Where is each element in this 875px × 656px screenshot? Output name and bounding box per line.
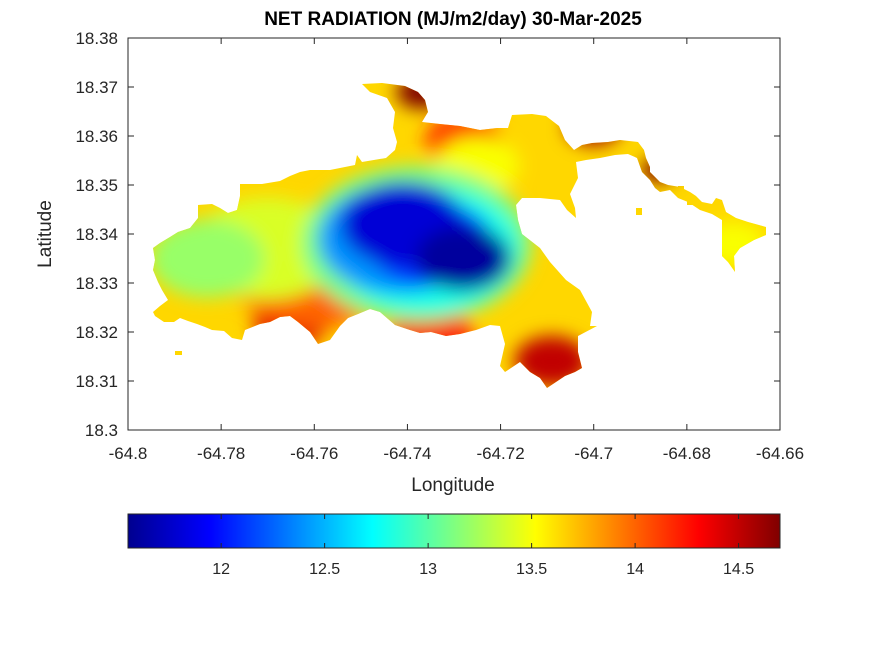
colorbar-tick-label: 13 [419,561,437,578]
x-axis: -64.8 -64.78 -64.76 -64.74 -64.72 -64.7 -64.68… [109,38,804,463]
y-tick-label: 18.32 [75,323,118,342]
heat-region [153,219,265,298]
colorbar-ticks: 12 12.5 13 13.5 14 14.5 [212,514,754,578]
colorbar [127,513,781,549]
colorbar-tick-label: 14.5 [723,561,754,578]
x-tick-label: -64.66 [756,444,804,463]
colorbar-tick-label: 12.5 [309,561,340,578]
y-tick-label: 18.34 [75,225,118,244]
x-tick-label: -64.72 [476,444,524,463]
y-axis-label: Latitude [35,200,56,268]
x-tick-label: -64.68 [663,444,711,463]
x-tick-label: -64.76 [290,444,338,463]
y-tick-label: 18.3 [85,421,118,440]
chart-title: NET RADIATION (MJ/m2/day) 30-Mar-2025 [264,9,642,30]
x-tick-label: -64.78 [197,444,245,463]
x-tick-label: -64.7 [574,444,613,463]
y-axis: 18.3 18.31 18.32 18.33 18.34 18.35 18.36 18.37 1… [75,29,780,440]
y-tick-label: 18.35 [75,176,118,195]
x-tick-label: -64.74 [383,444,431,463]
heat-region [415,226,511,291]
colorbar-tick-label: 14 [626,561,644,578]
colorbar-tick-label: 12 [212,561,230,578]
x-tick-label: -64.8 [109,444,148,463]
y-tick-label: 18.37 [75,78,118,97]
x-axis-label: Longitude [411,475,494,496]
y-tick-label: 18.36 [75,127,118,146]
y-tick-label: 18.33 [75,274,118,293]
y-tick-label: 18.38 [75,29,118,48]
colorbar-tick-label: 13.5 [516,561,547,578]
y-tick-label: 18.31 [75,372,118,391]
